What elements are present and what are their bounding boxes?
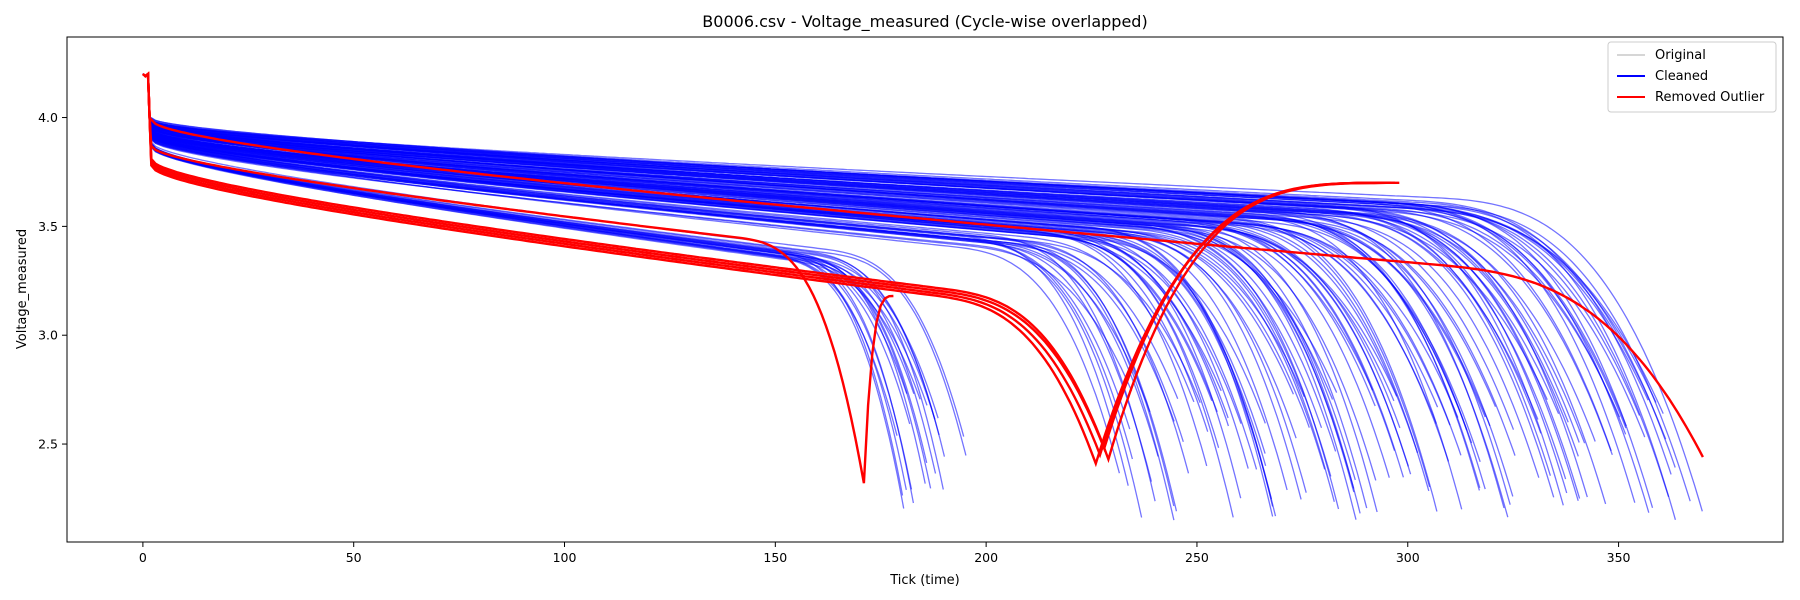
cleaned-cycle-line bbox=[142, 72, 1462, 456]
removed-outlier-line bbox=[142, 71, 1391, 464]
cleaned-cycle-line bbox=[142, 72, 905, 509]
cleaned-cycle-line bbox=[142, 72, 967, 456]
x-tick-label: 100 bbox=[553, 550, 577, 565]
cleaned-cycle-line bbox=[142, 72, 1586, 444]
x-tick-label: 50 bbox=[346, 550, 362, 565]
cleaned-cycle-line bbox=[142, 72, 936, 420]
cleaned-cycle-line bbox=[142, 72, 1703, 512]
plot-area bbox=[66, 36, 1784, 543]
cleaned-cycle-line bbox=[142, 72, 1129, 486]
cleaned-cycle-line bbox=[142, 72, 1335, 502]
y-axis-label: Voltage_measured bbox=[15, 229, 30, 349]
cleaned-cycle-line bbox=[142, 72, 1134, 460]
legend: Original Cleaned Removed Outlier bbox=[1607, 41, 1777, 113]
cleaned-cycle-line bbox=[142, 72, 1505, 509]
cleaned-cycle-line bbox=[142, 72, 1266, 424]
cleaned-cycle-line bbox=[142, 72, 1230, 427]
x-tick-label: 0 bbox=[139, 550, 147, 565]
cleaned-cycle-line bbox=[142, 72, 1450, 462]
cleaned-cycle-line bbox=[142, 72, 1338, 393]
cleaned-cycle-line bbox=[142, 72, 1121, 474]
cleaned-cycle-line bbox=[142, 72, 1307, 493]
cleaned-cycle-line bbox=[142, 72, 1190, 474]
cleaned-cycle-line bbox=[142, 72, 1650, 513]
removed-outlier-line bbox=[142, 71, 1704, 458]
cleaned-cycle-line bbox=[142, 72, 915, 395]
x-tick-label: 200 bbox=[974, 550, 998, 565]
cleaned-cycle-line bbox=[142, 72, 1459, 418]
cleaned-cycle-line bbox=[142, 72, 1481, 491]
y-tick-label: 3.5 bbox=[38, 219, 58, 234]
legend-box bbox=[1607, 41, 1777, 113]
cleaned-cycle-line bbox=[142, 72, 1332, 477]
x-axis-label: Tick (time) bbox=[889, 573, 959, 588]
cleaned-cycle-line bbox=[142, 72, 1646, 438]
cleaned-cycle-line bbox=[142, 72, 1208, 467]
cleaned-cycle-line bbox=[142, 72, 1195, 403]
cleaned-cycle-line bbox=[142, 72, 1540, 478]
x-tick-label: 300 bbox=[1396, 550, 1420, 565]
cleaned-cycle-line bbox=[142, 72, 1377, 481]
cleaned-cycle-line bbox=[142, 72, 1607, 505]
cleaned-cycle-line bbox=[142, 72, 1641, 416]
plot-frame bbox=[66, 36, 1784, 543]
cleaned-cycle-line bbox=[142, 72, 1657, 403]
legend-label-original: Original bbox=[1655, 48, 1706, 63]
y-axis: 2.5 3.0 3.5 4.0 bbox=[38, 110, 67, 452]
cleaned-cycle-line bbox=[142, 72, 1355, 489]
cleaned-cycle-line bbox=[142, 72, 1249, 469]
cleaned-cycle-line bbox=[142, 72, 1175, 422]
cleaned-cycle-line bbox=[142, 72, 1514, 497]
cleaned-cycle-line bbox=[142, 72, 928, 464]
x-tick-label: 250 bbox=[1185, 550, 1209, 565]
cleaned-cycle-line bbox=[142, 72, 1201, 404]
cleaned-cycle-line bbox=[142, 72, 1302, 500]
removed-outlier-line bbox=[142, 71, 1391, 452]
cleaned-cycle-line bbox=[142, 72, 1463, 510]
x-tick-label: 150 bbox=[763, 550, 787, 565]
removed-outlier-line bbox=[142, 71, 894, 484]
cleaned-cycle-line bbox=[142, 72, 1159, 457]
cleaned-cycle-line bbox=[142, 72, 1481, 489]
series-cleaned bbox=[142, 72, 1703, 521]
legend-label-removed: Removed Outlier bbox=[1655, 90, 1765, 105]
cleaned-cycle-line bbox=[142, 72, 1277, 517]
cleaned-cycle-line bbox=[142, 72, 1676, 468]
x-axis: 0 50 100 150 200 250 300 350 bbox=[139, 542, 1631, 565]
cleaned-cycle-line bbox=[142, 72, 1153, 482]
cleaned-cycle-line bbox=[142, 72, 1267, 466]
series-removed bbox=[142, 71, 1704, 484]
legend-label-cleaned: Cleaned bbox=[1655, 69, 1708, 84]
y-tick-label: 4.0 bbox=[38, 110, 58, 125]
cleaned-cycle-line bbox=[142, 72, 911, 425]
cleaned-cycle-line bbox=[142, 72, 1184, 442]
cleaned-cycle-line bbox=[142, 72, 1670, 497]
cleaned-cycle-line bbox=[142, 72, 1288, 491]
cleaned-cycle-line bbox=[142, 72, 939, 419]
x-tick-label: 350 bbox=[1607, 550, 1631, 565]
chart-title: B0006.csv - Voltage_measured (Cycle-wise… bbox=[702, 12, 1147, 32]
y-tick-label: 3.0 bbox=[38, 328, 58, 343]
cleaned-cycle-line bbox=[142, 72, 1431, 488]
cleaned-cycle-line bbox=[142, 72, 1627, 427]
cleaned-cycle-line bbox=[142, 72, 1143, 518]
cleaned-cycle-line bbox=[142, 72, 1376, 407]
y-tick-label: 2.5 bbox=[38, 437, 58, 452]
